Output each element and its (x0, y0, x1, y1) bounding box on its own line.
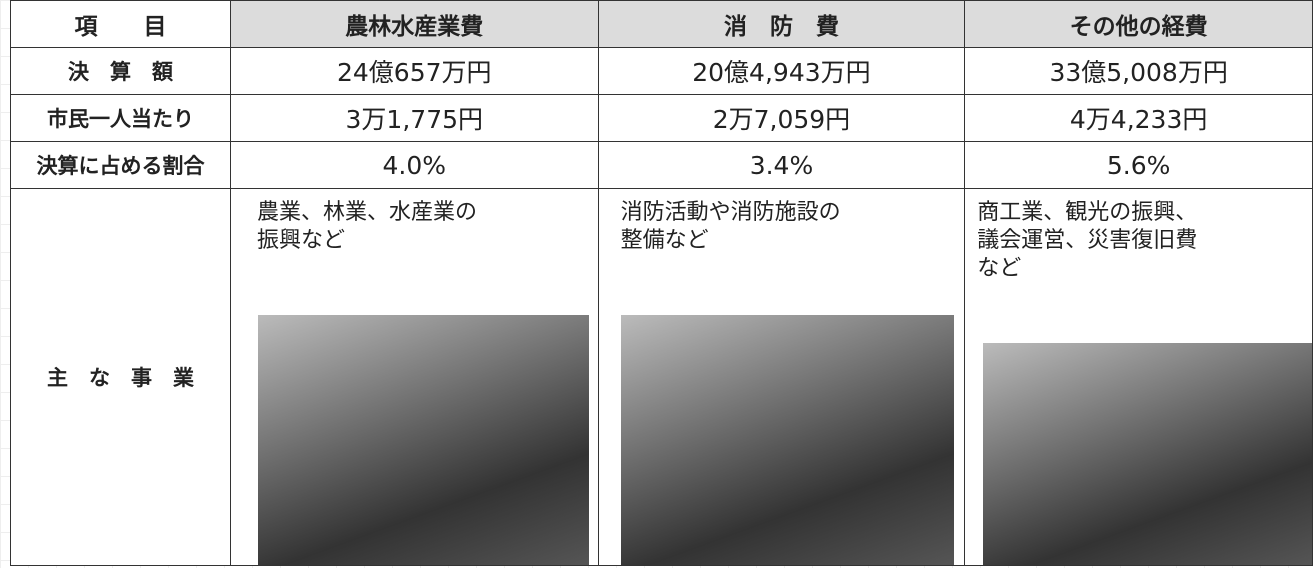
photo (983, 343, 1312, 565)
header-cell: その他の経費 (965, 1, 1313, 48)
row-label: 市民一人当たり (11, 95, 231, 142)
header-cell: 農林水産業費 (230, 1, 598, 48)
header-cell: 項 目 (11, 1, 231, 48)
description-line: 整備など (621, 227, 965, 255)
row-label: 主 な 事 業 (11, 189, 231, 566)
description: 消防活動や消防施設の整備など (599, 189, 965, 255)
photo (258, 315, 589, 565)
value-cell: 3万1,775円 (230, 95, 598, 142)
description-line: など (977, 255, 1312, 283)
description: 農業、林業、水産業の振興など (231, 189, 598, 255)
business-cell: 消防活動や消防施設の整備など (598, 189, 965, 566)
description-line: 議会運営、災害復旧費 (977, 227, 1312, 255)
value-cell: 20億4,943万円 (598, 48, 965, 95)
value-cell: 4万4,233円 (965, 95, 1313, 142)
description-line: 振興など (257, 227, 598, 255)
value-cell: 2万7,059円 (598, 95, 965, 142)
row-label: 決 算 額 (11, 48, 231, 95)
value-cell: 24億657万円 (230, 48, 598, 95)
description: 商工業、観光の振興、議会運営、災害復旧費など (965, 189, 1312, 283)
business-cell: 商工業、観光の振興、議会運営、災害復旧費など (965, 189, 1313, 566)
photo (621, 315, 954, 565)
business-cell: 農業、林業、水産業の振興など (230, 189, 598, 566)
description-line: 商工業、観光の振興、 (977, 199, 1312, 227)
description-line: 農業、林業、水産業の (257, 199, 598, 227)
value-cell: 3.4% (598, 142, 965, 189)
header-cell: 消 防 費 (598, 1, 965, 48)
business-row: 主 な 事 業農業、林業、水産業の振興など消防活動や消防施設の整備など商工業、観… (11, 189, 1313, 566)
page: 項 目農林水産業費消 防 費その他の経費決 算 額24億657万円20億4,94… (0, 0, 1313, 568)
header-row: 項 目農林水産業費消 防 費その他の経費 (11, 1, 1313, 48)
value-cell: 33億5,008万円 (965, 48, 1313, 95)
description-line: 消防活動や消防施設の (621, 199, 965, 227)
row-label: 決算に占める割合 (11, 142, 231, 189)
value-cell: 4.0% (230, 142, 598, 189)
value-cell: 5.6% (965, 142, 1313, 189)
